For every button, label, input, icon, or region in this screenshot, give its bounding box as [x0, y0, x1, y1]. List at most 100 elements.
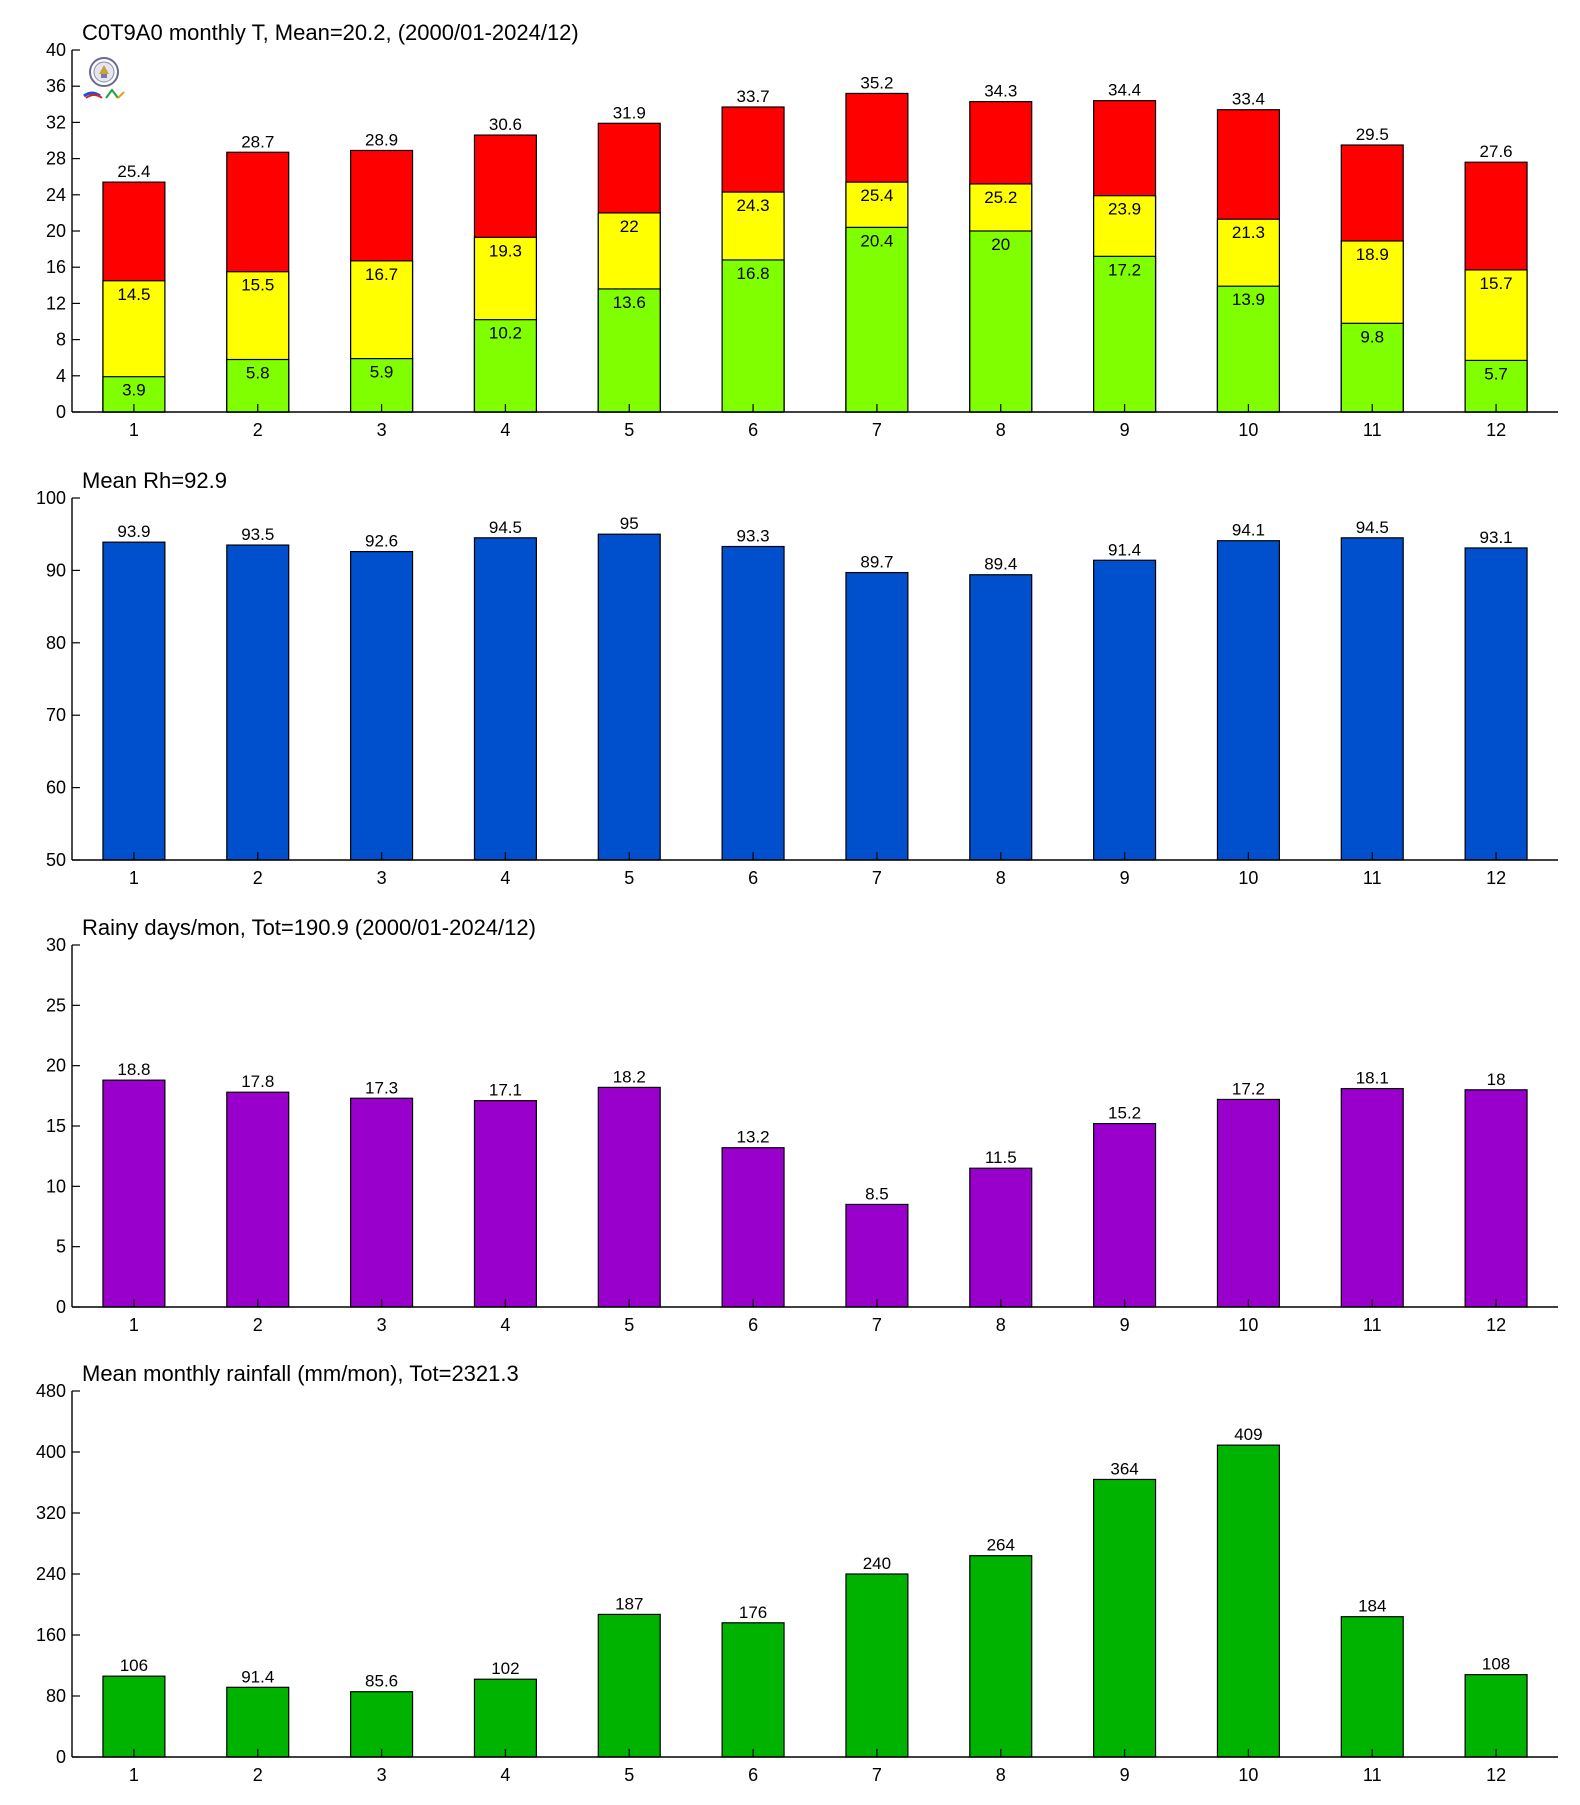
bar — [473, 319, 537, 413]
x-tick-label: 9 — [1120, 1315, 1130, 1335]
data-label: 28.7 — [241, 132, 274, 151]
x-tick-label: 8 — [996, 1765, 1006, 1785]
bar — [1464, 359, 1528, 413]
data-label: 27.6 — [1480, 142, 1513, 161]
bar — [350, 550, 414, 861]
bar — [1340, 1616, 1404, 1758]
y-tick-label: 4 — [56, 366, 66, 386]
bar — [597, 1613, 661, 1758]
x-tick-label: 6 — [748, 1315, 758, 1335]
data-label: 20 — [991, 235, 1010, 254]
data-label: 9.8 — [1360, 327, 1384, 346]
data-label: 13.6 — [613, 293, 646, 312]
x-tick-label: 12 — [1486, 1315, 1506, 1335]
data-label: 13.9 — [1232, 290, 1265, 309]
x-tick-label: 3 — [377, 868, 387, 888]
bar — [1464, 1089, 1528, 1308]
x-tick-label: 10 — [1238, 420, 1258, 440]
data-label: 29.5 — [1356, 125, 1389, 144]
bar — [721, 1622, 785, 1758]
x-tick-label: 10 — [1238, 1765, 1258, 1785]
data-label: 25.4 — [117, 162, 150, 181]
data-label: 176 — [739, 1603, 767, 1622]
x-tick-label: 3 — [377, 1315, 387, 1335]
data-label: 93.3 — [737, 527, 770, 546]
bar — [102, 1675, 166, 1758]
y-tick-label: 160 — [36, 1625, 66, 1645]
x-tick-label: 12 — [1486, 1765, 1506, 1785]
data-label: 17.2 — [1108, 260, 1141, 279]
data-label: 92.6 — [365, 532, 398, 551]
bar — [1093, 1478, 1157, 1758]
bar — [350, 1691, 414, 1758]
bar — [226, 358, 290, 413]
y-tick-label: 25 — [46, 995, 66, 1015]
y-tick-label: 16 — [46, 257, 66, 277]
bar — [1093, 1122, 1157, 1308]
x-tick-label: 10 — [1238, 868, 1258, 888]
x-tick-label: 11 — [1363, 868, 1382, 888]
x-tick-label: 4 — [500, 1315, 510, 1335]
bar — [969, 1555, 1033, 1758]
x-tick-label: 10 — [1238, 1315, 1258, 1335]
bar — [969, 1167, 1033, 1308]
data-label: 11.5 — [985, 1148, 1017, 1167]
x-tick-label: 11 — [1363, 420, 1382, 440]
bar — [969, 574, 1033, 861]
y-tick-label: 0 — [56, 1747, 66, 1767]
bar — [969, 230, 1033, 413]
y-tick-label: 70 — [46, 705, 66, 725]
data-label: 33.4 — [1232, 90, 1265, 109]
bar — [102, 1079, 166, 1308]
x-tick-label: 11 — [1363, 1315, 1382, 1335]
bar — [721, 259, 785, 413]
x-tick-label: 7 — [872, 420, 882, 440]
x-tick-label: 9 — [1120, 1765, 1130, 1785]
bar — [1093, 559, 1157, 861]
bar — [1464, 547, 1528, 861]
data-label: 106 — [120, 1656, 148, 1675]
y-tick-label: 480 — [36, 1381, 66, 1401]
x-tick-label: 8 — [996, 420, 1006, 440]
chart-rainy-days: Rainy days/mon, Tot=190.9 (2000/01-2024/… — [46, 915, 1558, 1335]
bar — [1340, 537, 1404, 861]
bar — [102, 541, 166, 861]
data-label: 264 — [987, 1536, 1015, 1555]
data-label: 85.6 — [365, 1672, 398, 1691]
y-tick-label: 20 — [46, 221, 66, 241]
bar — [597, 533, 661, 861]
data-label: 17.2 — [1232, 1079, 1265, 1098]
y-tick-label: 15 — [46, 1116, 66, 1136]
bar — [1216, 285, 1280, 413]
bar — [473, 537, 537, 861]
y-tick-label: 80 — [46, 1686, 66, 1706]
y-tick-label: 0 — [56, 1297, 66, 1317]
data-label: 93.9 — [117, 522, 150, 541]
y-tick-label: 36 — [46, 76, 66, 96]
y-tick-label: 40 — [46, 40, 66, 60]
x-tick-label: 2 — [253, 868, 263, 888]
bar — [473, 1100, 537, 1308]
x-tick-label: 9 — [1120, 868, 1130, 888]
y-tick-label: 32 — [46, 112, 66, 132]
bar — [1216, 540, 1280, 861]
y-tick-label: 320 — [36, 1503, 66, 1523]
data-label: 24.3 — [737, 196, 770, 215]
data-label: 34.4 — [1108, 81, 1141, 100]
x-tick-label: 5 — [624, 868, 634, 888]
x-tick-label: 2 — [253, 420, 263, 440]
data-label: 15.5 — [241, 276, 274, 295]
data-label: 17.1 — [489, 1081, 522, 1100]
data-label: 240 — [863, 1554, 891, 1573]
y-tick-label: 28 — [46, 149, 66, 169]
data-label: 184 — [1358, 1597, 1386, 1616]
bar — [845, 1203, 909, 1308]
data-label: 108 — [1482, 1655, 1510, 1674]
x-tick-label: 5 — [624, 1765, 634, 1785]
data-label: 19.3 — [489, 241, 522, 260]
data-label: 91.4 — [241, 1667, 274, 1686]
x-tick-label: 5 — [624, 420, 634, 440]
x-tick-label: 7 — [872, 1765, 882, 1785]
bar — [845, 226, 909, 413]
